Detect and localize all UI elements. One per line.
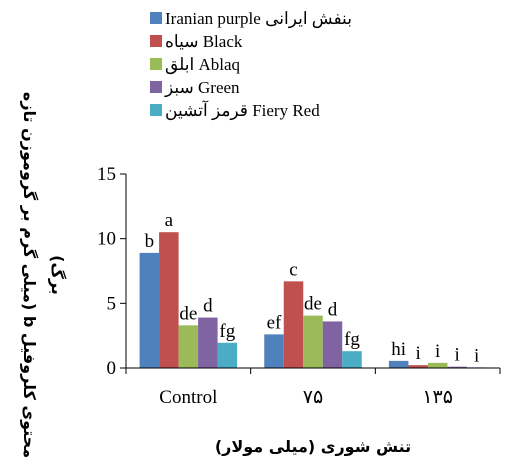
x-ticks: Control ۷۵ ۱۳۵ <box>125 368 501 408</box>
significance-label: c <box>289 259 297 280</box>
bar <box>447 366 467 368</box>
bar <box>303 315 323 368</box>
legend-item: ابلق Ablaq <box>150 55 241 75</box>
x-tick-label: Control <box>159 387 217 408</box>
y-ticks: 0 5 10 15 <box>97 164 126 379</box>
legend-item: سبز Green <box>150 78 240 98</box>
bar <box>322 321 343 368</box>
bar <box>408 365 428 368</box>
y-tick-label: 10 <box>97 229 116 250</box>
bar <box>283 281 304 368</box>
legend-swatch <box>150 104 162 116</box>
legend-label: ابلق Ablaq <box>165 55 241 75</box>
y-axis-title-line1: محتوی کلروفیل b (میلی گرم بر گروموزن تاز… <box>20 92 39 458</box>
legend-item: Iranian purple بنفش ایرانی <box>150 9 352 29</box>
y-tick-label: 15 <box>97 164 116 185</box>
bar <box>139 252 160 368</box>
bar <box>388 360 409 368</box>
legend: Iranian purple بنفش ایرانی سیاه Black ابلق… <box>150 9 352 121</box>
legend-swatch <box>150 58 162 70</box>
legend-swatch <box>150 81 162 93</box>
bars <box>139 232 487 368</box>
significance-label: i <box>435 341 440 362</box>
axes <box>125 174 500 369</box>
bar <box>342 351 362 368</box>
bar <box>217 342 238 368</box>
significance-label: a <box>165 210 174 231</box>
legend-swatch <box>150 35 162 47</box>
significance-label: hi <box>391 339 406 360</box>
significance-label: b <box>145 231 155 252</box>
legend-label: Iranian purple بنفش ایرانی <box>165 9 352 29</box>
significance-label: fg <box>344 329 360 350</box>
significance-label: de <box>304 294 322 315</box>
significance-label: i <box>474 345 479 366</box>
legend-label: سیاه Black <box>165 32 243 51</box>
bar <box>159 232 179 368</box>
significance-label: fg <box>219 321 235 342</box>
bar <box>198 317 218 368</box>
legend-item: سیاه Black <box>150 32 243 51</box>
significance-label: i <box>455 345 460 366</box>
bar <box>427 362 448 368</box>
y-axis-title: محتوی کلروفیل b (میلی گرم بر گروموزن تاز… <box>20 92 67 458</box>
significance-label: i <box>416 343 421 364</box>
legend-swatch <box>150 12 162 24</box>
significance-label: de <box>179 303 197 324</box>
significance-label: d <box>328 299 338 320</box>
x-tick-label: ۱۳۵ <box>422 387 453 408</box>
significance-label: d <box>203 296 213 317</box>
x-axis-title: تنش شوری (میلی مولار) <box>215 437 411 456</box>
y-tick-label: 0 <box>107 358 117 379</box>
x-tick-label: ۷۵ <box>303 387 323 408</box>
bar <box>264 334 284 368</box>
y-axis-title-line2: برگ) <box>48 255 67 295</box>
significance-label: ef <box>267 312 282 333</box>
y-tick-label: 5 <box>107 293 117 314</box>
legend-label: سبز Green <box>164 78 240 98</box>
legend-label: قرمز آتشین Fiery Red <box>165 99 320 121</box>
legend-item: قرمز آتشین Fiery Red <box>150 99 320 121</box>
bar <box>178 325 199 368</box>
